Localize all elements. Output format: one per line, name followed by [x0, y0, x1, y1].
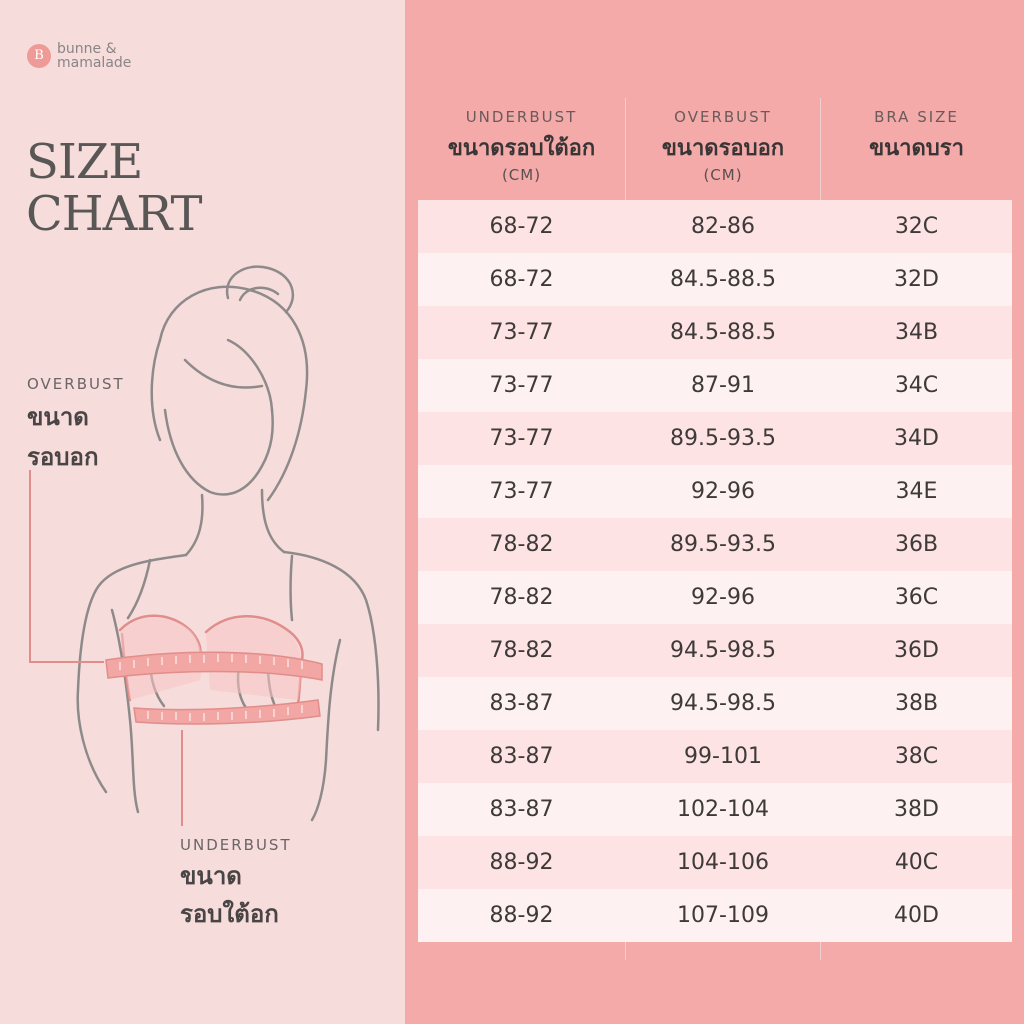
brand-name: bunne & mamalade [57, 41, 132, 71]
table-row: 78-82 89.5-93.5 36B [418, 518, 1012, 571]
underbust-label-th-2: รอบใต้อก [180, 900, 279, 928]
overbust-label-th-1: ขนาด [27, 403, 89, 431]
cell-overbust: 87-91 [691, 373, 755, 398]
underbust-tape [133, 699, 321, 725]
cell-bra-size: 34E [895, 479, 938, 504]
cell-overbust: 84.5-88.5 [670, 320, 776, 345]
underbust-label: UNDERBUST ขนาด รอบใต้อก [180, 836, 292, 930]
cell-bra-size: 38B [894, 691, 939, 716]
cell-bra-size: 36B [894, 532, 939, 557]
table-row: 83-87 102-104 38D [418, 783, 1012, 836]
table-row: 88-92 104-106 40C [418, 836, 1012, 889]
table-row: 78-82 92-96 36C [418, 571, 1012, 624]
hair-bun-outline [225, 265, 295, 314]
cell-bra-size: 32D [894, 267, 939, 292]
table-row: 73-77 84.5-88.5 34B [418, 306, 1012, 359]
cell-overbust: 89.5-93.5 [670, 532, 776, 557]
column-header-en: UNDERBUST [465, 108, 578, 126]
cell-overbust: 94.5-98.5 [670, 638, 776, 663]
cell-underbust: 88-92 [489, 903, 554, 928]
cell-bra-size: 34B [894, 320, 939, 345]
cell-bra-size: 34D [894, 426, 939, 451]
column-header-th: ขนาดบรา [869, 136, 964, 161]
left-panel: B bunne & mamalade SIZE CHART [0, 0, 405, 1024]
cell-underbust: 78-82 [489, 532, 554, 557]
overbust-leader-line [29, 470, 104, 663]
cell-underbust: 88-92 [489, 850, 554, 875]
underbust-label-en: UNDERBUST [180, 836, 292, 854]
cell-underbust: 78-82 [489, 638, 554, 663]
underbust-label-th-1: ขนาด [180, 862, 242, 890]
column-header-overbust: OVERBUST ขนาดรอบอก (CM) [625, 108, 821, 184]
table-row: 83-87 94.5-98.5 38B [418, 677, 1012, 730]
brand-mark-icon: B [27, 44, 51, 68]
overbust-tape [105, 651, 323, 681]
column-header-th: ขนาดรอบใต้อก [447, 136, 596, 161]
column-header-en: BRA SIZE [874, 108, 959, 126]
size-table: 68-72 82-86 32C 68-72 84.5-88.5 32D 73-77 84.5-… [418, 200, 1012, 942]
cell-underbust: 83-87 [489, 691, 554, 716]
cell-bra-size: 36C [894, 585, 939, 610]
cell-bra-size: 38C [894, 744, 939, 769]
table-row: 83-87 99-101 38C [418, 730, 1012, 783]
cell-bra-size: 34C [894, 373, 939, 398]
table-row: 68-72 84.5-88.5 32D [418, 253, 1012, 306]
cell-overbust: 84.5-88.5 [670, 267, 776, 292]
page-title: SIZE CHART [26, 134, 203, 242]
overbust-label-th-2: รอบอก [27, 443, 99, 471]
overbust-label-en: OVERBUST [27, 375, 125, 393]
column-header-en: OVERBUST [674, 108, 772, 126]
column-header-underbust: UNDERBUST ขนาดรอบใต้อก (CM) [418, 108, 625, 184]
column-header-unit: (CM) [501, 166, 542, 184]
table-row: 73-77 89.5-93.5 34D [418, 412, 1012, 465]
cell-overbust: 107-109 [677, 903, 769, 928]
cell-underbust: 73-77 [489, 373, 554, 398]
title-line-2: CHART [26, 186, 203, 242]
brand-logo: B bunne & mamalade [27, 42, 187, 70]
cell-bra-size: 32C [894, 214, 939, 239]
title-line-1: SIZE [26, 134, 143, 190]
cell-overbust: 102-104 [677, 797, 769, 822]
table-row: 88-92 107-109 40D [418, 889, 1012, 942]
cell-bra-size: 36D [894, 638, 939, 663]
column-header-th: ขนาดรอบอก [661, 136, 785, 161]
cell-overbust: 104-106 [677, 850, 769, 875]
cell-underbust: 73-77 [489, 426, 554, 451]
table-row: 73-77 87-91 34C [418, 359, 1012, 412]
overbust-label: OVERBUST ขนาด รอบอก [27, 375, 125, 473]
cell-overbust: 94.5-98.5 [670, 691, 776, 716]
table-row: 68-72 82-86 32C [418, 200, 1012, 253]
bust-measurement-figure-icon [29, 265, 380, 826]
cell-underbust: 68-72 [489, 214, 554, 239]
cell-underbust: 83-87 [489, 744, 554, 769]
cell-bra-size: 40C [894, 850, 939, 875]
cell-bra-size: 38D [894, 797, 939, 822]
cell-underbust: 73-77 [489, 320, 554, 345]
cell-overbust: 99-101 [684, 744, 762, 769]
cell-underbust: 73-77 [489, 479, 554, 504]
cell-overbust: 89.5-93.5 [670, 426, 776, 451]
cell-bra-size: 40D [894, 903, 939, 928]
cell-overbust: 92-96 [691, 479, 755, 504]
table-row: 73-77 92-96 34E [418, 465, 1012, 518]
column-header-unit: (CM) [703, 166, 743, 184]
cell-underbust: 83-87 [489, 797, 554, 822]
column-header-bra-size: BRA SIZE ขนาดบรา [821, 108, 1012, 166]
cell-overbust: 82-86 [691, 214, 755, 239]
table-row: 78-82 94.5-98.5 36D [418, 624, 1012, 677]
cell-underbust: 68-72 [489, 267, 554, 292]
cell-overbust: 92-96 [691, 585, 755, 610]
cell-underbust: 78-82 [489, 585, 554, 610]
